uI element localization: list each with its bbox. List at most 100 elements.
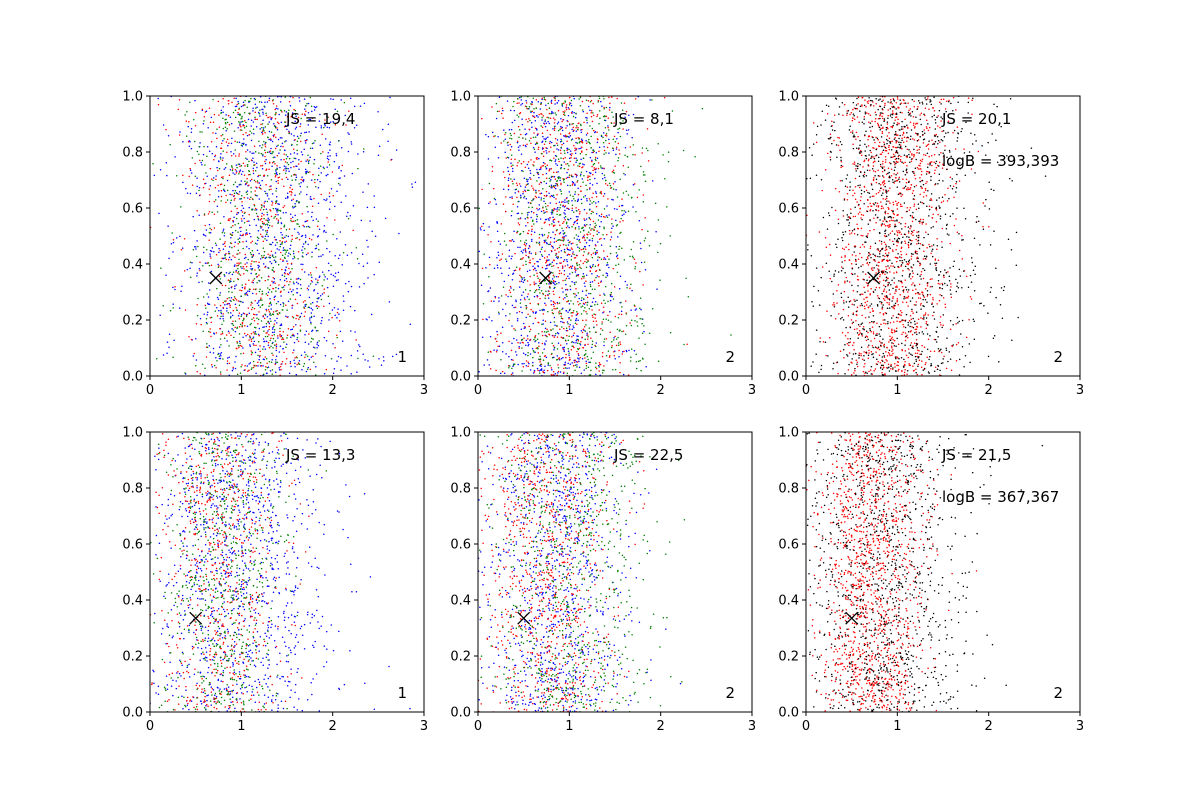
scatter-point xyxy=(204,235,207,237)
scatter-point xyxy=(605,276,607,279)
scatter-point xyxy=(293,256,296,259)
scatter-point xyxy=(236,340,238,343)
scatter-point xyxy=(302,365,305,368)
scatter-point xyxy=(239,372,242,374)
scatter-point xyxy=(603,227,605,230)
scatter-point xyxy=(593,229,595,232)
scatter-point xyxy=(319,180,321,183)
scatter-point xyxy=(289,362,292,365)
scatter-point xyxy=(501,272,503,275)
scatter-point xyxy=(234,320,237,322)
scatter-point xyxy=(226,121,229,124)
scatter-point xyxy=(220,183,223,185)
scatter-point xyxy=(511,367,513,370)
x-marker xyxy=(539,271,553,285)
scatter-point xyxy=(596,259,599,261)
scatter-point xyxy=(273,134,276,136)
scatter-point xyxy=(585,139,587,142)
scatter-point xyxy=(249,179,252,182)
scatter-point xyxy=(633,350,636,352)
scatter-point xyxy=(554,302,556,305)
scatter-point xyxy=(234,116,237,119)
scatter-point xyxy=(279,335,281,337)
scatter-point xyxy=(321,271,324,273)
scatter-point xyxy=(281,111,283,113)
scatter-point xyxy=(625,325,628,327)
scatter-point xyxy=(560,315,562,318)
scatter-point xyxy=(367,277,369,279)
scatter-point xyxy=(578,297,580,300)
scatter-point xyxy=(295,281,298,283)
scatter-point xyxy=(521,278,524,281)
scatter-point xyxy=(571,315,573,317)
scatter-point xyxy=(513,240,515,243)
scatter-point xyxy=(261,304,263,306)
scatter-point xyxy=(273,281,275,283)
scatter-point xyxy=(266,192,268,195)
scatter-point xyxy=(374,235,377,237)
scatter-point xyxy=(248,312,251,315)
scatter-point xyxy=(279,365,282,368)
scatter-point xyxy=(308,358,311,361)
scatter-point xyxy=(559,310,561,312)
scatter-point xyxy=(347,150,350,153)
scatter-point xyxy=(557,129,560,132)
scatter-point xyxy=(540,166,542,169)
scatter-point xyxy=(557,256,560,258)
scatter-point xyxy=(339,330,342,333)
scatter-point xyxy=(522,264,524,267)
scatter-point xyxy=(542,147,545,150)
scatter-point xyxy=(582,262,585,265)
scatter-point xyxy=(483,229,485,232)
scatter-point xyxy=(577,246,579,248)
scatter-point xyxy=(532,349,535,352)
scatter-point xyxy=(277,144,279,147)
scatter-point xyxy=(595,342,598,344)
scatter-point xyxy=(634,319,636,322)
scatter-point xyxy=(234,361,236,363)
scatter-point xyxy=(303,362,306,365)
scatter-point xyxy=(516,102,518,105)
scatter-point xyxy=(193,140,196,143)
scatter-point xyxy=(328,250,331,253)
scatter-point xyxy=(237,238,239,241)
scatter-point xyxy=(355,246,358,249)
scatter-point xyxy=(267,123,269,125)
scatter-point xyxy=(243,332,246,335)
scatter-point xyxy=(556,336,559,338)
scatter-point xyxy=(494,297,497,299)
scatter-point xyxy=(589,292,592,295)
scatter-point xyxy=(641,357,644,360)
scatter-point xyxy=(586,112,588,115)
scatter-point xyxy=(340,170,342,172)
scatter-point xyxy=(315,329,318,332)
scatter-point xyxy=(583,234,586,236)
scatter-point xyxy=(270,215,273,218)
scatter-point xyxy=(581,109,584,111)
scatter-point xyxy=(303,113,306,115)
scatter-point xyxy=(303,306,305,308)
scatter-point xyxy=(265,293,268,295)
scatter-point xyxy=(298,359,301,362)
scatter-point xyxy=(544,119,547,121)
scatter-point xyxy=(544,343,546,346)
scatter-point xyxy=(297,251,300,253)
scatter-point xyxy=(579,266,581,269)
scatter-point xyxy=(853,299,855,301)
scatter-point xyxy=(326,116,329,119)
scatter-point xyxy=(549,140,551,143)
scatter-point xyxy=(572,183,574,185)
scatter-point xyxy=(528,256,530,259)
scatter-point xyxy=(236,262,238,265)
scatter-point xyxy=(591,301,594,303)
scatter-point xyxy=(509,196,511,199)
scatter-point xyxy=(551,212,554,214)
scatter-point xyxy=(551,352,553,355)
scatter-point xyxy=(204,262,207,264)
scatter-point xyxy=(332,343,334,345)
scatter-point xyxy=(260,297,262,299)
scatter-point xyxy=(558,238,560,241)
scatter-point xyxy=(577,319,579,321)
scatter-point xyxy=(532,198,535,200)
scatter-point xyxy=(578,98,580,100)
